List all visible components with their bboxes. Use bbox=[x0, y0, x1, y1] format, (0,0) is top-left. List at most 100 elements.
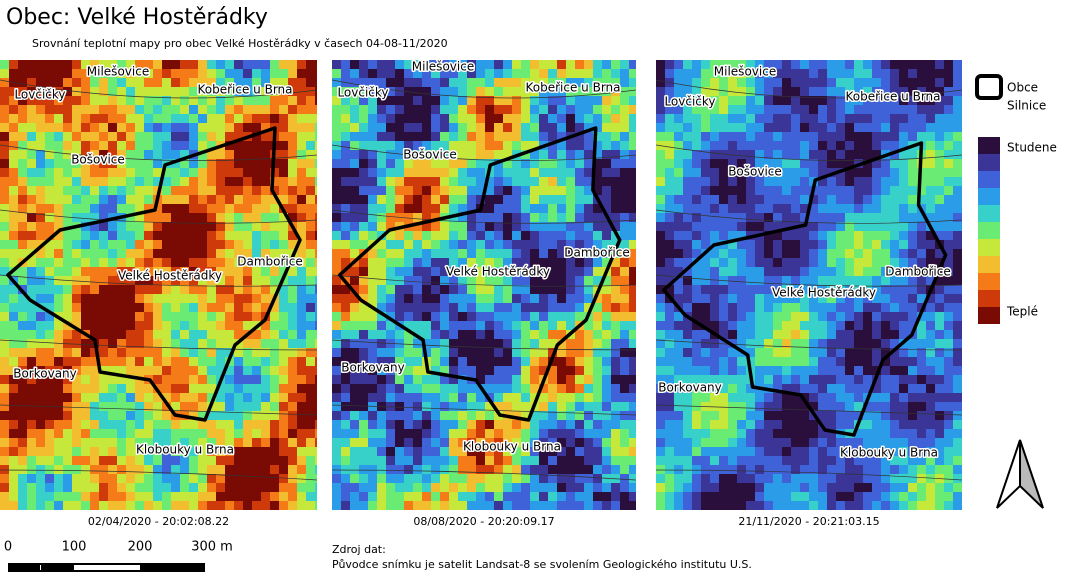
map-cell bbox=[890, 348, 899, 357]
map-cell bbox=[9, 150, 18, 159]
map-cell bbox=[180, 420, 189, 429]
map-cell bbox=[252, 465, 261, 474]
map-cell bbox=[719, 231, 728, 240]
map-cell bbox=[261, 231, 270, 240]
map-cell bbox=[252, 420, 261, 429]
map-cell bbox=[935, 357, 944, 366]
map-cell bbox=[216, 402, 225, 411]
map-cell bbox=[252, 447, 261, 456]
map-cell bbox=[773, 384, 782, 393]
map-cell bbox=[359, 303, 368, 312]
map-cell bbox=[431, 105, 440, 114]
map-cell bbox=[782, 420, 791, 429]
map-cell bbox=[90, 141, 99, 150]
map-cell bbox=[602, 366, 611, 375]
map-cell bbox=[611, 375, 620, 384]
map-cell bbox=[467, 465, 476, 474]
map-cell bbox=[818, 384, 827, 393]
map-cell bbox=[818, 303, 827, 312]
map-cell bbox=[108, 339, 117, 348]
map-cell bbox=[243, 60, 252, 69]
map-cell bbox=[413, 357, 422, 366]
map-cell bbox=[746, 393, 755, 402]
map-cell bbox=[18, 402, 27, 411]
map-cell bbox=[539, 150, 548, 159]
map-cell bbox=[413, 474, 422, 483]
map-cell bbox=[791, 231, 800, 240]
map-cell bbox=[521, 69, 530, 78]
map-cell bbox=[243, 222, 252, 231]
map-cell bbox=[737, 132, 746, 141]
map-cell bbox=[629, 348, 636, 357]
map-cell bbox=[458, 294, 467, 303]
map-cell bbox=[90, 96, 99, 105]
map-cell bbox=[81, 132, 90, 141]
map-cell bbox=[368, 438, 377, 447]
map-cell bbox=[773, 132, 782, 141]
map-cell bbox=[773, 438, 782, 447]
map-cell bbox=[171, 231, 180, 240]
map-cell bbox=[575, 177, 584, 186]
map-cell bbox=[135, 213, 144, 222]
map-cell bbox=[458, 240, 467, 249]
map-cell bbox=[845, 150, 854, 159]
map-cell bbox=[90, 78, 99, 87]
map-cell bbox=[27, 402, 36, 411]
map-cell bbox=[261, 429, 270, 438]
map-cell bbox=[306, 447, 315, 456]
map-cell bbox=[72, 123, 81, 132]
map-cell bbox=[557, 231, 566, 240]
map-cell bbox=[818, 87, 827, 96]
map-cell bbox=[467, 276, 476, 285]
map-cell bbox=[9, 384, 18, 393]
map-cell bbox=[503, 186, 512, 195]
map-cell bbox=[413, 168, 422, 177]
map-cell bbox=[341, 366, 350, 375]
map-cell bbox=[485, 348, 494, 357]
map-cell bbox=[944, 393, 953, 402]
map-cell bbox=[863, 60, 872, 69]
map-cell bbox=[0, 402, 9, 411]
map-cell bbox=[189, 240, 198, 249]
map-cell bbox=[54, 60, 63, 69]
map-cell bbox=[836, 60, 845, 69]
map-cell bbox=[683, 384, 692, 393]
map-cell bbox=[467, 366, 476, 375]
map-cell bbox=[548, 60, 557, 69]
map-cell bbox=[449, 402, 458, 411]
map-cell bbox=[0, 321, 9, 330]
map-cell bbox=[108, 177, 117, 186]
map-cell bbox=[611, 357, 620, 366]
map-cell bbox=[72, 429, 81, 438]
map-cell bbox=[512, 69, 521, 78]
map-cell bbox=[575, 276, 584, 285]
map-cell bbox=[908, 285, 917, 294]
map-cell bbox=[539, 492, 548, 501]
map-cell bbox=[386, 96, 395, 105]
map-cell bbox=[36, 249, 45, 258]
map-cell bbox=[279, 393, 288, 402]
map-cell bbox=[665, 240, 674, 249]
map-cell bbox=[728, 393, 737, 402]
map-cell bbox=[216, 159, 225, 168]
map-cell bbox=[180, 501, 189, 510]
map-cell bbox=[63, 492, 72, 501]
map-cell bbox=[575, 114, 584, 123]
map-cell bbox=[467, 186, 476, 195]
map-cell bbox=[926, 240, 935, 249]
map-cell bbox=[36, 465, 45, 474]
map-cell bbox=[144, 276, 153, 285]
map-cell bbox=[773, 87, 782, 96]
map-cell bbox=[171, 195, 180, 204]
map-cell bbox=[63, 420, 72, 429]
map-cell bbox=[297, 132, 306, 141]
map-cell bbox=[261, 294, 270, 303]
map-cell bbox=[207, 267, 216, 276]
map-cell bbox=[413, 87, 422, 96]
map-cell bbox=[881, 294, 890, 303]
map-cell bbox=[755, 69, 764, 78]
map-cell bbox=[926, 303, 935, 312]
map-cell bbox=[548, 222, 557, 231]
map-cell bbox=[512, 348, 521, 357]
map-cell bbox=[665, 258, 674, 267]
